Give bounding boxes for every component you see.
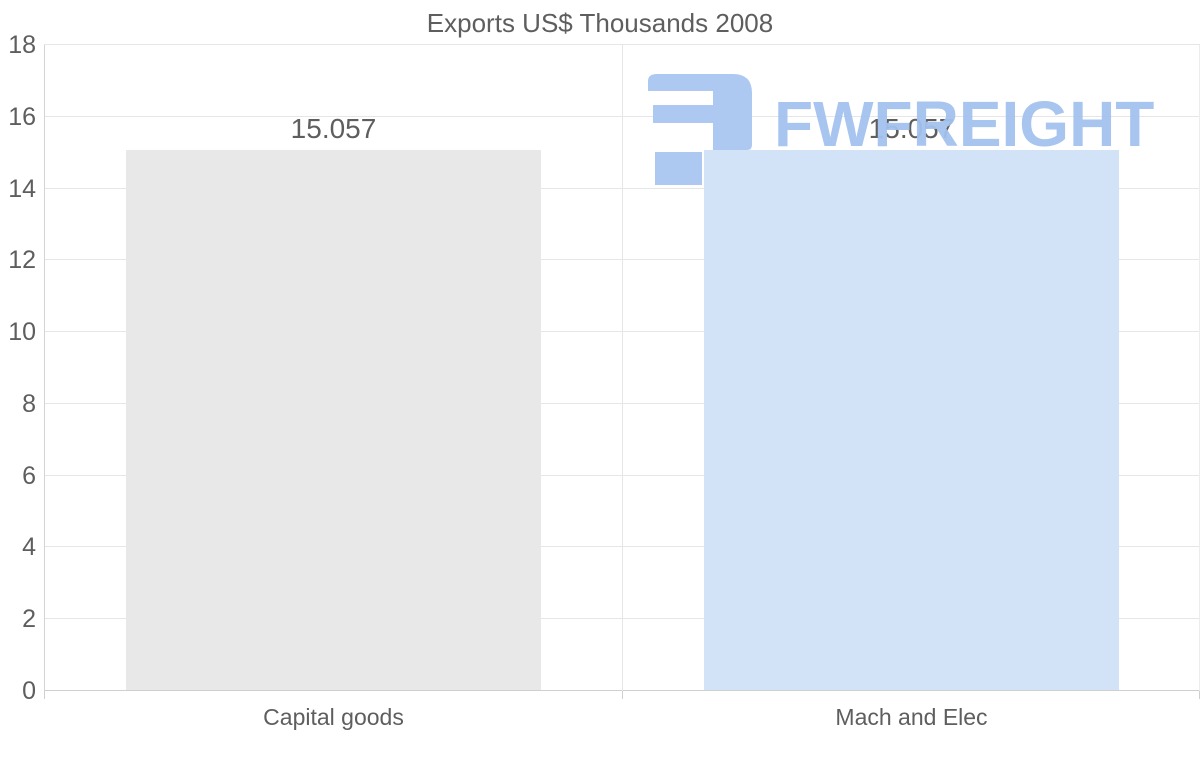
axis-tick	[622, 691, 623, 699]
y-tick-label: 6	[22, 461, 36, 490]
bar-0	[126, 150, 541, 690]
y-tick-label: 2	[22, 605, 36, 634]
chart-title: Exports US$ Thousands 2008	[426, 8, 774, 38]
y-tick-label: 10	[8, 318, 36, 347]
logo-mark	[648, 74, 752, 150]
category-label: Mach and Elec	[835, 704, 988, 730]
bar-value-label: 15.057	[290, 112, 377, 144]
y-axis-line	[44, 45, 45, 691]
y-tick-label: 0	[22, 677, 36, 705]
bar-1	[704, 150, 1119, 690]
y-tick-label: 14	[8, 174, 36, 203]
bar-value-label: 15.057	[868, 112, 955, 144]
category-separator-line	[622, 45, 623, 691]
plot-area: 15.057 15.057	[44, 44, 1200, 699]
category-label: Capital goods	[263, 704, 404, 730]
y-tick-label: 4	[22, 533, 36, 562]
y-tick-label: 18	[8, 31, 36, 59]
watermark: FWFREIGHT	[648, 72, 1154, 185]
fwfreight-logo-icon	[648, 74, 752, 185]
watermark-brand-text: FWFREIGHT	[774, 88, 1155, 160]
axis-tick	[44, 691, 45, 699]
gridline	[44, 44, 1200, 45]
y-tick-label: 8	[22, 389, 36, 418]
y-tick-label: 16	[8, 102, 36, 131]
y-tick-label: 12	[8, 246, 36, 275]
logo-block	[655, 152, 702, 185]
